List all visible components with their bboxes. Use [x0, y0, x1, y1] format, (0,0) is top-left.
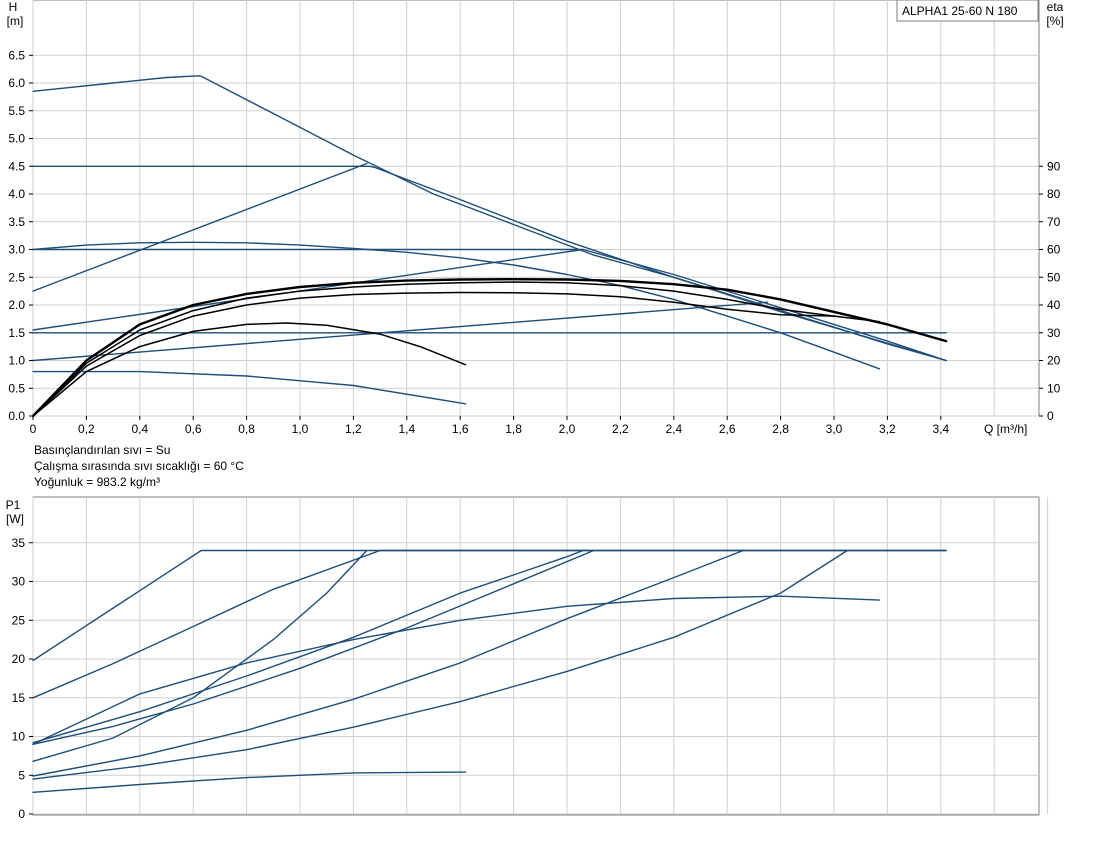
- x-tick-label: 2,4: [665, 422, 682, 436]
- head-axis-unit: [m]: [7, 14, 24, 28]
- x-tick-label: 0,6: [185, 422, 202, 436]
- power-curve: [32, 549, 848, 780]
- x-tick-label: 2,2: [612, 422, 629, 436]
- x-tick-label: 0,8: [238, 422, 255, 436]
- power-tick-label: 15: [12, 691, 26, 705]
- head-tick-label: 2.0: [8, 298, 25, 312]
- model-label-box: [896, 0, 1039, 22]
- power-tick-label: 30: [12, 575, 26, 589]
- power-chart-tick-labels: 0 5 10 15 20 25 30 35: [12, 536, 33, 821]
- efficiency-line: [32, 162, 368, 292]
- power-chart-series: [32, 549, 947, 793]
- power-curve: [32, 549, 584, 744]
- head-curve: [32, 241, 881, 370]
- efficiency-tick-label: 30: [1047, 326, 1061, 340]
- x-tick-label: 2,0: [559, 422, 576, 436]
- power-curve: [32, 549, 947, 662]
- power-tick-label: 35: [12, 536, 26, 550]
- x-tick-label: 0,2: [78, 422, 95, 436]
- head-tick-label: 1.5: [8, 326, 25, 340]
- x-tick-label: 1,8: [505, 422, 522, 436]
- efficiency-tick-label: 10: [1047, 381, 1061, 395]
- head-tick-label: 4.0: [8, 187, 25, 201]
- efficiency-axis-unit: [%]: [1046, 14, 1063, 28]
- fluid-density-text: Yoğunluk = 983.2 kg/m³: [34, 475, 160, 489]
- head-tick-label: 2.5: [8, 270, 25, 284]
- power-curve: [32, 549, 744, 777]
- x-tick-label: 3,4: [932, 422, 949, 436]
- flow-axis-label: Q [m³/h]: [984, 422, 1027, 436]
- head-tick-label: 0.5: [8, 381, 25, 395]
- head-tick-label: 5.5: [8, 104, 25, 118]
- power-tick-label: 0: [18, 807, 25, 821]
- x-tick-label: 2,8: [772, 422, 789, 436]
- efficiency-curve: [32, 322, 467, 417]
- x-tick-label: 0: [30, 422, 37, 436]
- efficiency-axis-label: eta: [1047, 0, 1064, 14]
- efficiency-tick-label: 20: [1047, 354, 1061, 368]
- power-axis-label: P1: [6, 498, 21, 512]
- head-tick-label: 0.0: [8, 409, 25, 423]
- efficiency-tick-label: 60: [1047, 243, 1061, 257]
- head-axis-label: H: [9, 0, 18, 14]
- head-chart-frame: [32, 0, 1040, 417]
- efficiency-curve: [31, 278, 948, 418]
- power-chart-grid: [32, 497, 1049, 815]
- fluid-type-text: Basınçlandırılan sıvı = Su: [34, 443, 171, 457]
- power-curve: [32, 595, 881, 745]
- power-tick-label: 10: [12, 730, 26, 744]
- x-tick-label: 3,0: [826, 422, 843, 436]
- head-chart-series: [31, 75, 948, 418]
- efficiency-tick-label: 70: [1047, 215, 1061, 229]
- x-tick-label: 1,6: [452, 422, 469, 436]
- head-curve: [32, 370, 467, 405]
- head-tick-label: 6.5: [8, 48, 25, 62]
- head-tick-label: 6.0: [8, 76, 25, 90]
- head-chart-tick-labels: 0 0,2 0,4 0,6 0,8 1,0 1,2 1,4 1,6 1,8 2,0 2,2 2,4 2,6…: [8, 48, 1060, 436]
- x-tick-label: 2,6: [719, 422, 736, 436]
- efficiency-curve: [32, 291, 835, 417]
- head-tick-label: 5.0: [8, 132, 25, 146]
- x-tick-label: 0,4: [131, 422, 148, 436]
- x-tick-label: 1,2: [345, 422, 362, 436]
- head-tick-label: 3.5: [8, 215, 25, 229]
- x-tick-label: 3,2: [879, 422, 896, 436]
- efficiency-curve: [32, 281, 881, 417]
- efficiency-tick-label: 40: [1047, 298, 1061, 312]
- head-chart-grid: [32, 0, 1039, 417]
- head-curve: [32, 248, 947, 362]
- power-chart-frame: [32, 496, 1040, 816]
- power-curve: [32, 549, 947, 699]
- power-curve: [32, 549, 595, 745]
- power-tick-label: 5: [18, 768, 25, 782]
- power-curve: [32, 771, 467, 793]
- efficiency-tick-label: 50: [1047, 270, 1061, 284]
- fluid-temperature-text: Çalışma sırasında sıvı sıcaklığı = 60 °C: [34, 459, 244, 473]
- power-curve: [32, 549, 368, 762]
- head-curve: [32, 75, 947, 362]
- efficiency-tick-label: 80: [1047, 187, 1061, 201]
- x-tick-label: 1,0: [292, 422, 309, 436]
- head-efficiency-chart: 0 0,2 0,4 0,6 0,8 1,0 1,2 1,4 1,6 1,8 2,0 2,2 2,4 2,6…: [7, 0, 1064, 436]
- x-tick-label: 1,4: [398, 422, 415, 436]
- model-label: ALPHA1 25-60 N 180: [902, 4, 1018, 18]
- head-tick-label: 4.5: [8, 159, 25, 173]
- power-tick-label: 20: [12, 652, 26, 666]
- head-tick-label: 1.0: [8, 354, 25, 368]
- power-axis-unit: [W]: [6, 512, 24, 526]
- power-chart: 0 5 10 15 20 25 30 35 P1 [W]: [6, 496, 1049, 821]
- efficiency-tick-label: 0: [1047, 409, 1054, 423]
- power-tick-label: 25: [12, 613, 26, 627]
- efficiency-line: [32, 301, 768, 362]
- efficiency-tick-label: 90: [1047, 159, 1061, 173]
- head-tick-label: 3.0: [8, 243, 25, 257]
